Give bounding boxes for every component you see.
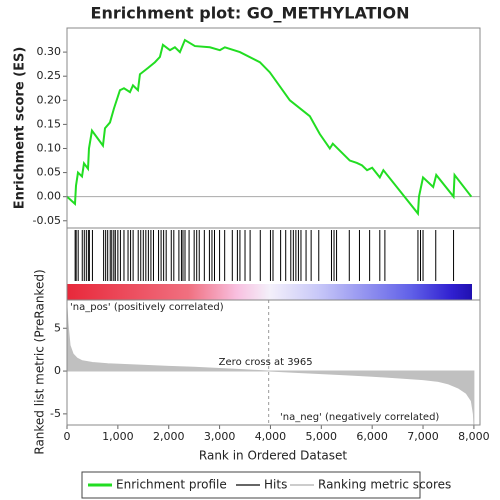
annotation: 'na_pos' (positively correlated) — [70, 302, 224, 313]
y-axis-label: Ranked list metric (PreRanked) — [33, 269, 47, 454]
rank-color-bar — [67, 284, 472, 300]
legend-label: Hits — [264, 478, 287, 492]
y-tick-label: 0.00 — [37, 190, 62, 203]
x-tick-label: 8,000 — [458, 430, 490, 443]
y-tick-label: 5 — [54, 321, 61, 334]
x-axis-label: Rank in Ordered Dataset — [199, 449, 347, 463]
y-tick-label: 0.30 — [37, 45, 62, 58]
y-tick-label: 0.25 — [37, 69, 62, 82]
y-tick-label: 0.20 — [37, 93, 62, 106]
x-tick-label: 3,000 — [204, 430, 236, 443]
enrichment-line — [66, 38, 473, 217]
x-tick-label: 7,000 — [407, 430, 439, 443]
x-tick-label: 5,000 — [306, 430, 338, 443]
y-tick-label: 0.15 — [37, 117, 62, 130]
chart-title: Enrichment plot: GO_METHYLATION — [91, 4, 410, 23]
legend-label: Ranking metric scores — [318, 478, 451, 492]
y-tick-label: -5 — [50, 407, 61, 420]
y-tick-label: 0 — [54, 364, 61, 377]
annotation: 'na_neg' (negatively correlated) — [280, 412, 439, 423]
x-tick-label: 4,000 — [255, 430, 287, 443]
frame — [66, 27, 481, 426]
metric-area — [66, 306, 475, 426]
annotation: Zero cross at 3965 — [219, 357, 313, 368]
x-tick-label: 0 — [64, 430, 71, 443]
legend-label: Enrichment profile — [116, 478, 227, 492]
x-tick-label: 2,000 — [153, 430, 185, 443]
y-tick-label: 0.05 — [37, 166, 62, 179]
x-tick-label: 1,000 — [102, 430, 134, 443]
y-tick-label: 0.10 — [37, 141, 62, 154]
y-tick-label: -0.05 — [33, 214, 61, 227]
x-tick-label: 6,000 — [356, 430, 388, 443]
y-axis-label: Enrichment score (ES) — [13, 47, 28, 210]
